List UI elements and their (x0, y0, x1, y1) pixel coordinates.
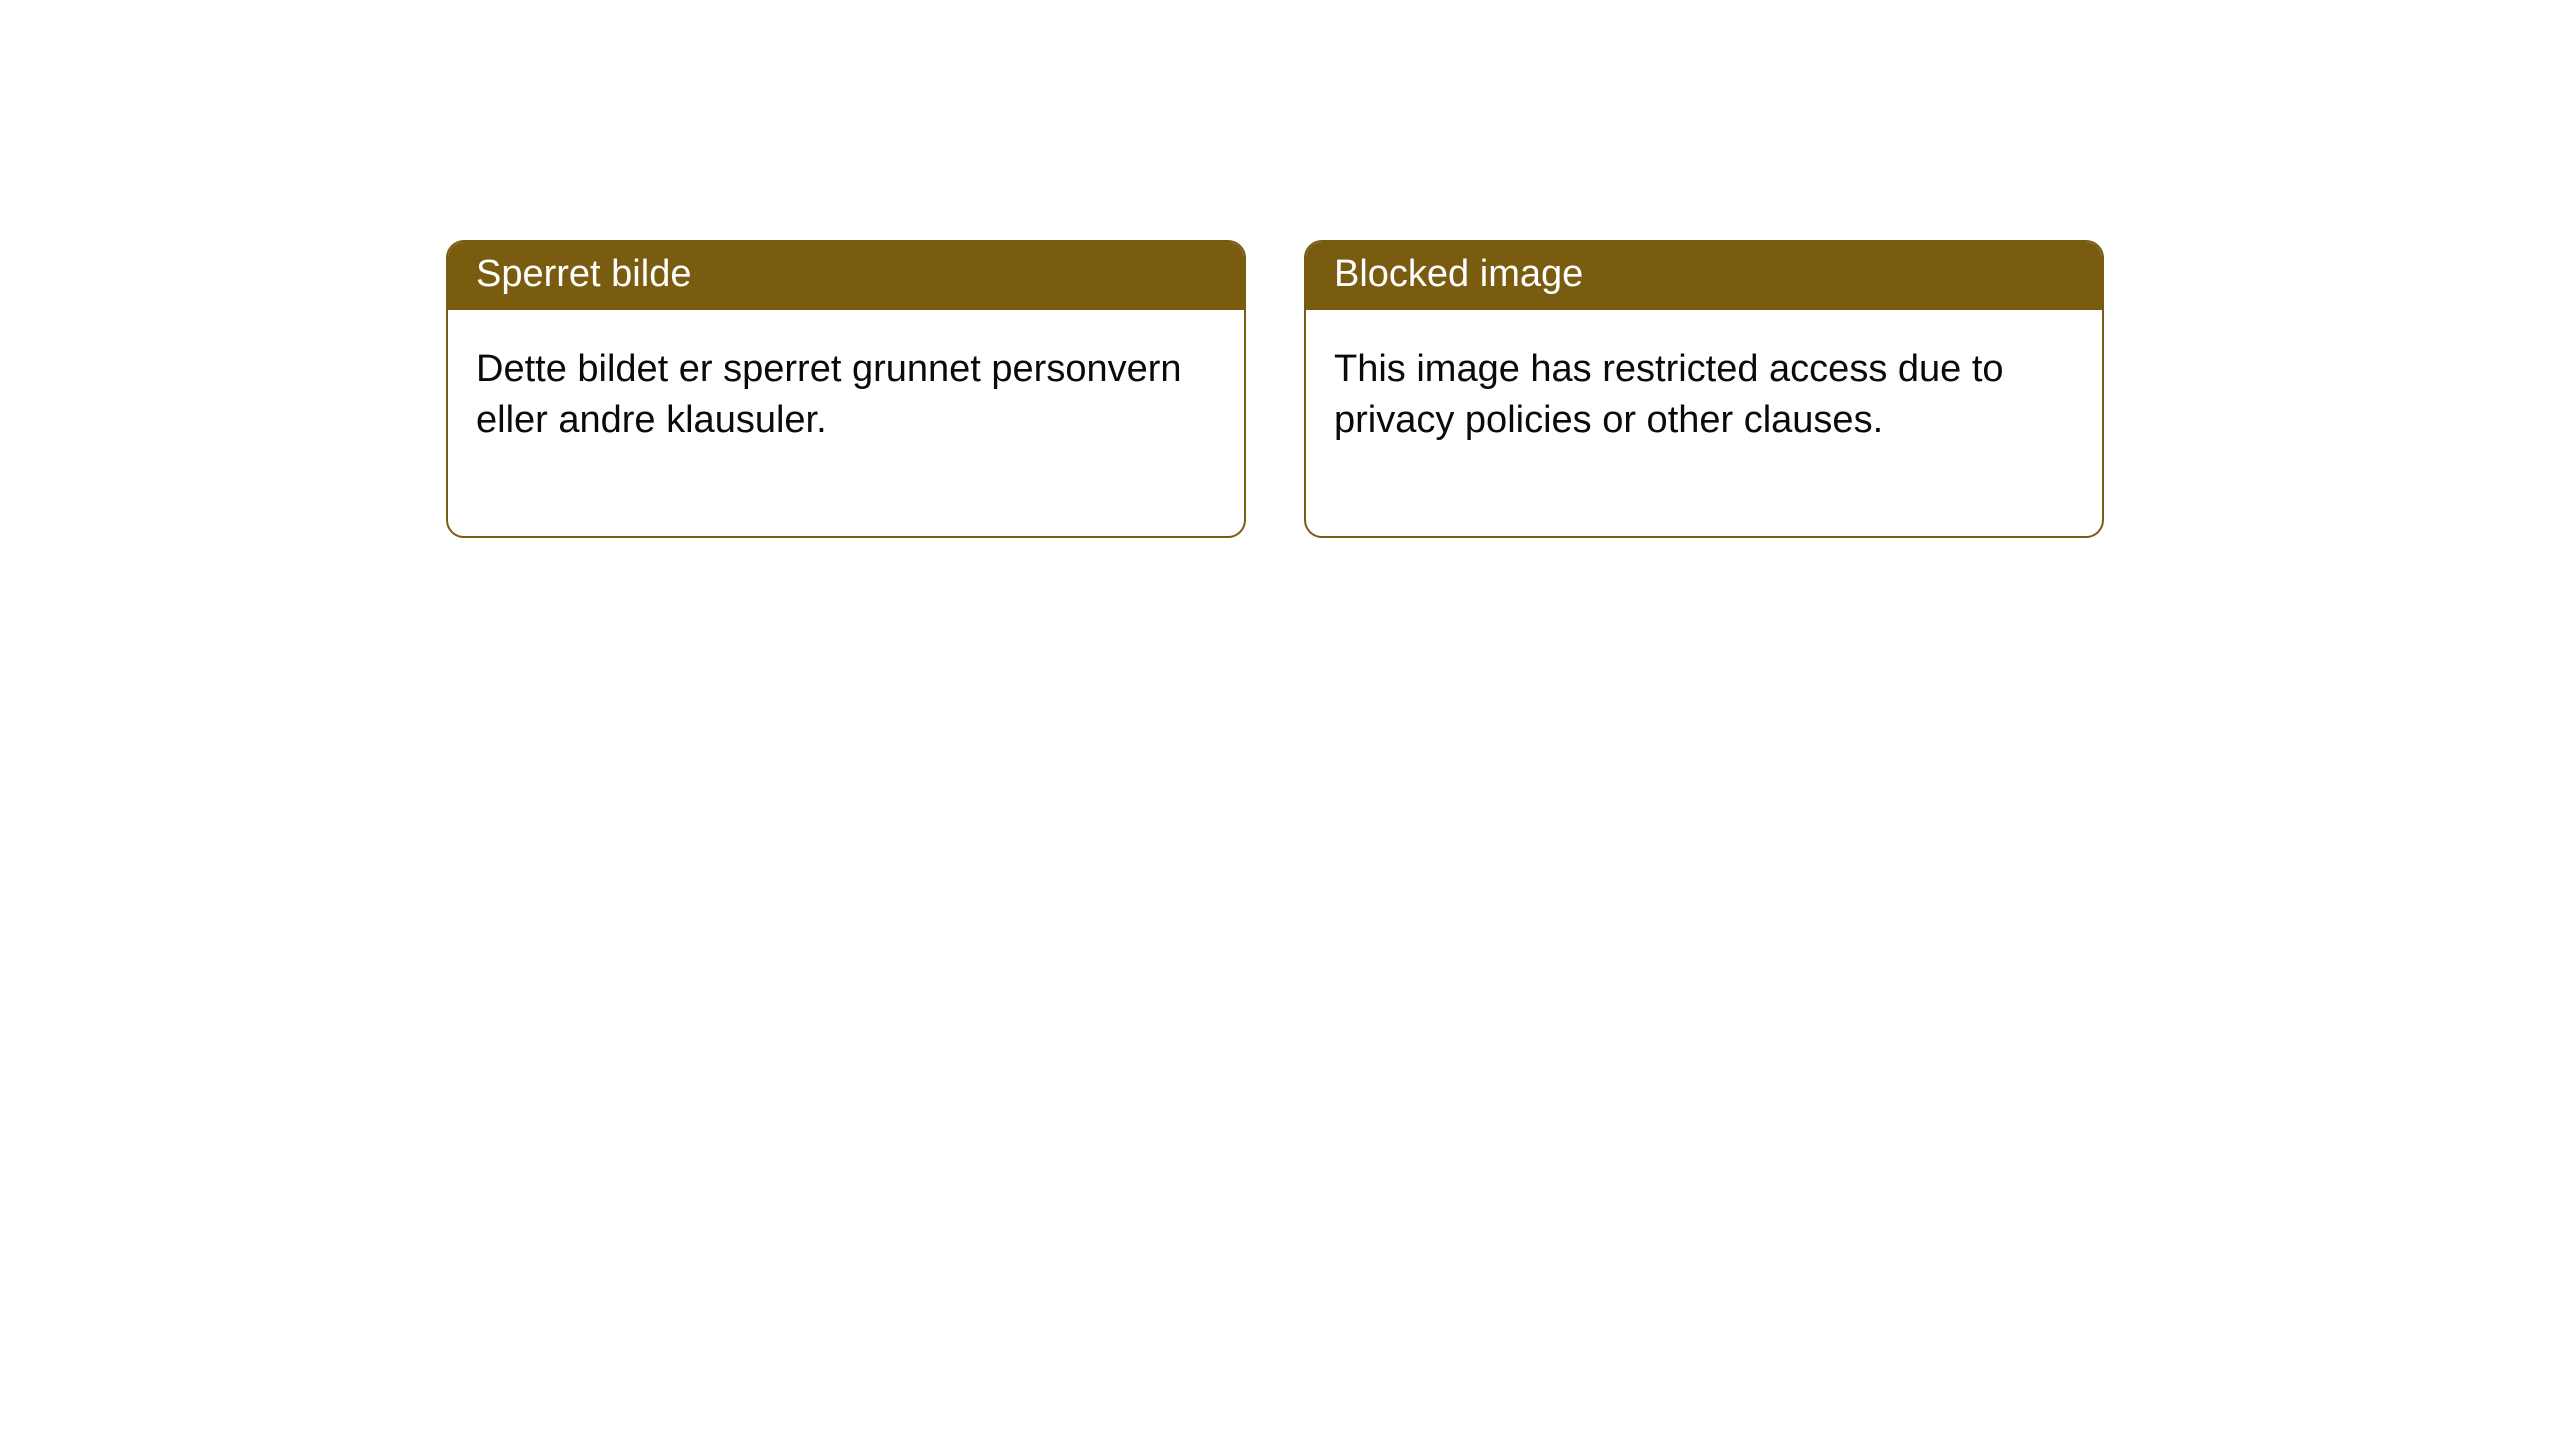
card-english: Blocked image This image has restricted … (1304, 240, 2104, 538)
card-title: Sperret bilde (476, 253, 691, 295)
card-title: Blocked image (1334, 253, 1583, 295)
card-header: Sperret bilde (448, 242, 1244, 310)
card-body: Dette bildet er sperret grunnet personve… (448, 310, 1244, 537)
card-header: Blocked image (1306, 242, 2102, 310)
card-body: This image has restricted access due to … (1306, 310, 2102, 537)
card-body-text: This image has restricted access due to … (1334, 348, 2004, 441)
card-body-text: Dette bildet er sperret grunnet personve… (476, 348, 1182, 441)
card-norwegian: Sperret bilde Dette bildet er sperret gr… (446, 240, 1246, 538)
cards-container: Sperret bilde Dette bildet er sperret gr… (0, 0, 2560, 538)
